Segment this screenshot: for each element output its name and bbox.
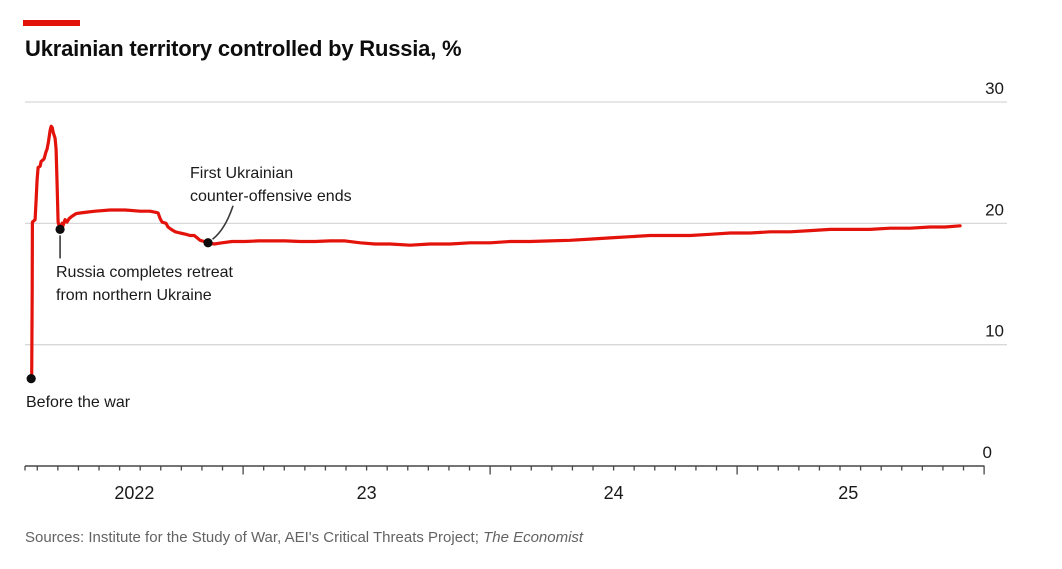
- x-axis-year-label: 23: [357, 483, 377, 503]
- x-axis-year-label: 24: [604, 483, 624, 503]
- economist-accent-bar: [23, 20, 80, 26]
- annotation-line: Russia completes retreat: [56, 264, 233, 281]
- sources-text: Sources: Institute for the Study of War,…: [25, 529, 484, 546]
- annotation-before-the-war: Before the war: [26, 391, 130, 414]
- y-axis-label: 10: [985, 322, 1004, 341]
- x-axis-year-label: 25: [838, 483, 858, 503]
- y-axis-label: 20: [985, 200, 1004, 219]
- x-axis-year-label: 2022: [114, 483, 154, 503]
- annotation-line: counter-offensive ends: [190, 188, 352, 205]
- territory-line: [29, 124, 962, 381]
- annotation-leader-curve: [212, 205, 234, 240]
- annotation-dot: [26, 374, 36, 384]
- annotation-first-counter-offensive: First Ukrainian counter-offensive ends: [190, 162, 352, 208]
- sources-publisher: The Economist: [483, 529, 584, 546]
- annotation-russia-retreat: Russia completes retreat from northern U…: [56, 261, 233, 307]
- y-axis-label: 0: [983, 443, 992, 462]
- chart-title: Ukrainian territory controlled by Russia…: [25, 36, 462, 61]
- annotation-line: First Ukrainian: [190, 165, 294, 182]
- annotation-dot: [203, 238, 213, 248]
- source-attribution: Sources: Institute for the Study of War,…: [25, 529, 583, 546]
- annotation-dot: [55, 224, 65, 235]
- annotation-line: Before the war: [26, 394, 131, 411]
- annotation-line: from northern Ukraine: [56, 287, 212, 304]
- y-axis-label: 30: [985, 79, 1004, 98]
